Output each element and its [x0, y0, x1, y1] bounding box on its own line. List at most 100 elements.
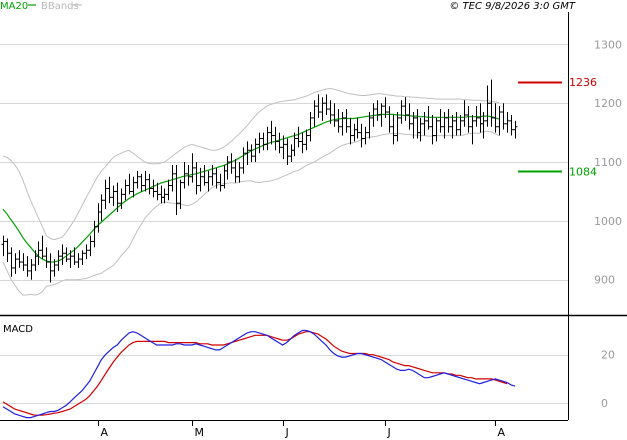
price-bar	[277, 132, 282, 154]
time-tick-label: M	[195, 426, 205, 439]
macd-series-line	[2, 329, 516, 419]
price-bar	[493, 103, 498, 133]
price-bar	[9, 247, 14, 277]
price-bar	[214, 167, 219, 189]
price-bar	[233, 159, 238, 183]
time-tick-label: A	[498, 426, 506, 439]
price-bar	[190, 153, 195, 183]
price-bar	[84, 244, 89, 260]
price-bar	[340, 112, 345, 136]
price-bar	[135, 170, 140, 189]
price-bar	[466, 106, 471, 133]
price-bar	[13, 253, 18, 274]
bbands-lower-line	[2, 130, 500, 296]
price-bar	[131, 176, 136, 198]
price-bar	[21, 253, 26, 271]
ma20-legend-label: MA20	[0, 1, 28, 12]
price-bar	[64, 247, 69, 263]
price-bar	[123, 179, 128, 201]
price-tick-label: 1100	[594, 156, 622, 169]
price-bar	[399, 100, 404, 124]
candlesticks	[1, 79, 518, 283]
ma20-series-line	[2, 113, 500, 263]
macd-axis-labels: 20 0	[601, 349, 615, 410]
time-tick-label: J	[285, 426, 289, 439]
price-bar	[395, 112, 400, 142]
price-bar	[151, 179, 156, 198]
price-bar	[285, 138, 290, 165]
price-bar	[513, 120, 518, 139]
price-bar	[159, 185, 164, 204]
macd-grid-lines	[0, 355, 568, 404]
price-bar	[387, 106, 392, 133]
price-bar	[210, 164, 215, 186]
price-bar	[383, 97, 388, 118]
price-levels: 1236 1084	[518, 76, 597, 178]
price-bar	[296, 126, 301, 148]
price-bar	[127, 173, 132, 195]
price-bar	[422, 112, 427, 136]
price-bar	[99, 194, 104, 221]
price-bar	[40, 235, 45, 260]
price-bar	[170, 164, 175, 192]
price-bar	[438, 109, 443, 133]
price-bar	[139, 173, 144, 192]
price-bar	[115, 182, 120, 213]
price-tick-label: 1200	[594, 97, 622, 110]
price-bar	[261, 132, 266, 151]
price-bar	[470, 114, 475, 145]
price-bar	[418, 117, 423, 142]
price-bar	[446, 109, 451, 133]
price-bar	[430, 114, 435, 145]
price-bar	[269, 120, 274, 145]
price-bar	[80, 250, 85, 265]
price-bar	[25, 256, 30, 277]
price-bar	[411, 112, 416, 139]
price-bar	[505, 112, 510, 133]
price-tick-label: 900	[594, 274, 615, 287]
price-bar	[312, 100, 317, 127]
price-bar	[237, 162, 242, 183]
macd-tick-label: 20	[601, 349, 615, 362]
price-bar	[166, 179, 171, 201]
price-bar	[198, 167, 203, 192]
price-bar	[222, 164, 227, 189]
price-bar	[68, 250, 73, 268]
price-bar	[509, 114, 514, 136]
price-bar	[363, 126, 368, 145]
price-bar	[56, 250, 61, 271]
price-bar	[489, 79, 494, 127]
price-bar	[225, 156, 230, 180]
price-bar	[344, 109, 349, 133]
price-bar	[304, 129, 309, 151]
price-bar	[249, 144, 254, 163]
price-bar	[245, 141, 250, 165]
price-bar	[241, 147, 246, 174]
price-bar	[336, 109, 341, 133]
price-bar	[308, 112, 313, 142]
grid-lines	[0, 44, 568, 281]
price-bar	[481, 112, 486, 139]
time-tick-label: A	[101, 426, 109, 439]
macd-title: MACD	[3, 324, 33, 335]
price-bar	[253, 138, 258, 163]
price-bar	[485, 85, 490, 127]
price-bar	[407, 103, 412, 130]
price-bar	[76, 253, 81, 268]
time-tick-label: J	[387, 426, 391, 439]
price-bar	[359, 123, 364, 148]
price-bar	[352, 123, 357, 142]
price-bar	[289, 144, 294, 163]
price-bar	[320, 97, 325, 121]
price-bar	[371, 103, 376, 127]
level-label: 1236	[569, 76, 597, 89]
price-bar	[72, 247, 77, 265]
price-bar	[1, 235, 6, 257]
price-bar	[300, 132, 305, 154]
price-bar	[442, 112, 447, 139]
price-bar	[332, 103, 337, 127]
copyright-text: © TEC 9/8/2026 3:0 GMT	[449, 1, 576, 12]
price-bar	[454, 112, 459, 136]
